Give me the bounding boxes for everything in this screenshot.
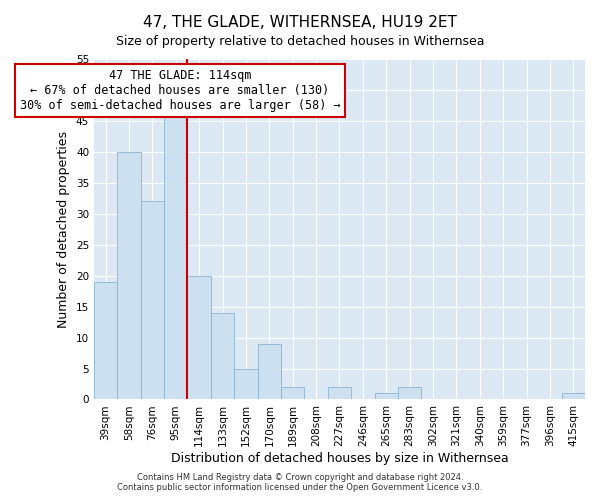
- Bar: [281, 387, 304, 400]
- X-axis label: Distribution of detached houses by size in Withernsea: Distribution of detached houses by size …: [170, 452, 508, 465]
- Bar: [187, 276, 211, 400]
- Bar: [164, 114, 187, 400]
- Bar: [328, 387, 351, 400]
- Bar: [94, 282, 118, 400]
- Bar: [257, 344, 281, 400]
- Bar: [118, 152, 141, 400]
- Text: 47 THE GLADE: 114sqm
← 67% of detached houses are smaller (130)
30% of semi-deta: 47 THE GLADE: 114sqm ← 67% of detached h…: [20, 69, 340, 112]
- Text: Contains HM Land Registry data © Crown copyright and database right 2024.
Contai: Contains HM Land Registry data © Crown c…: [118, 473, 482, 492]
- Text: Size of property relative to detached houses in Withernsea: Size of property relative to detached ho…: [116, 35, 484, 48]
- Bar: [562, 394, 585, 400]
- Bar: [141, 202, 164, 400]
- Bar: [398, 387, 421, 400]
- Y-axis label: Number of detached properties: Number of detached properties: [57, 130, 70, 328]
- Bar: [374, 394, 398, 400]
- Bar: [211, 313, 234, 400]
- Bar: [234, 368, 257, 400]
- Text: 47, THE GLADE, WITHERNSEA, HU19 2ET: 47, THE GLADE, WITHERNSEA, HU19 2ET: [143, 15, 457, 30]
